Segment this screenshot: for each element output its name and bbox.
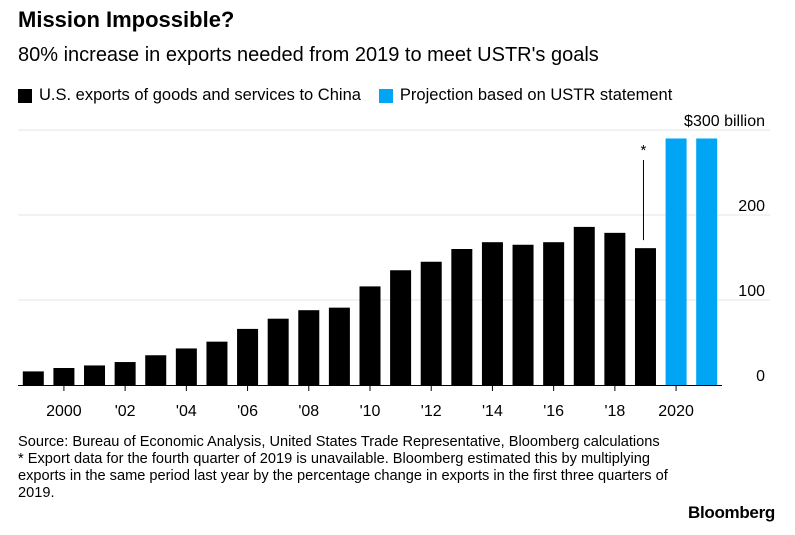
x-tick-label: '12 [421, 403, 442, 420]
x-tick-label: '08 [298, 403, 319, 420]
x-tick-label: '06 [237, 403, 258, 420]
legend-label-projection: Projection based on USTR statement [399, 86, 673, 104]
bar-projection [665, 138, 687, 385]
bar-exports [53, 368, 75, 385]
bar-exports [451, 249, 473, 385]
legend-item-exports: U.S. exports of goods and services to Ch… [18, 86, 361, 105]
legend-swatch-projection [378, 88, 393, 103]
x-tick-label: '04 [176, 403, 197, 420]
bar-exports [573, 226, 595, 385]
bar-projection [696, 138, 718, 385]
bar-exports [175, 348, 197, 385]
y-tick-label: 0 [756, 368, 765, 385]
footnote: * Export data for the fourth quarter of … [18, 451, 668, 501]
legend: U.S. exports of goods and services to Ch… [18, 86, 690, 105]
x-tick-label: '14 [482, 403, 503, 420]
bar-exports [359, 286, 381, 385]
y-tick-label: 200 [738, 198, 765, 215]
x-tick-label: '02 [115, 403, 136, 420]
x-tick-label: '16 [543, 403, 564, 420]
bar-exports [328, 307, 350, 385]
bar-exports [114, 362, 136, 385]
bar-chart: 2000 '02 '04 '06 '08 '10 '12 '14 '16 '18 2020 0 100 2… [18, 113, 770, 420]
x-tick-label: '18 [604, 403, 625, 420]
bar-exports [145, 355, 167, 385]
bloomberg-logo: Bloomberg [687, 503, 775, 522]
chart-title: Mission Impossible? [18, 7, 235, 32]
bar-exports [22, 371, 44, 385]
bar-exports [481, 242, 503, 385]
bar-exports [604, 232, 626, 385]
bar-exports [84, 365, 106, 385]
footer-notes: Source: Bureau of Economic Analysis, Uni… [18, 434, 698, 502]
x-tick-label: 2000 [46, 403, 82, 420]
bar-exports [206, 341, 228, 385]
x-tick-label: '10 [360, 403, 381, 420]
bar-exports [298, 310, 320, 385]
bar-exports [543, 242, 565, 385]
bar-exports [420, 261, 442, 385]
x-tick-label: 2020 [658, 403, 694, 420]
legend-item-projection: Projection based on USTR statement [378, 86, 673, 105]
bar-exports [267, 318, 289, 385]
bar-exports [512, 244, 534, 385]
legend-label-exports: U.S. exports of goods and services to Ch… [39, 86, 361, 104]
bar-exports [237, 328, 259, 385]
annotation-asterisk: * [641, 142, 647, 159]
y-tick-label: $300 billion [684, 113, 765, 130]
source-note: Source: Bureau of Economic Analysis, Uni… [18, 434, 660, 450]
y-tick-label: 100 [738, 283, 765, 300]
chart-subtitle: 80% increase in exports needed from 2019… [18, 44, 599, 66]
bar-exports [634, 248, 656, 385]
bar-exports [390, 270, 412, 385]
legend-swatch-exports [18, 88, 32, 103]
